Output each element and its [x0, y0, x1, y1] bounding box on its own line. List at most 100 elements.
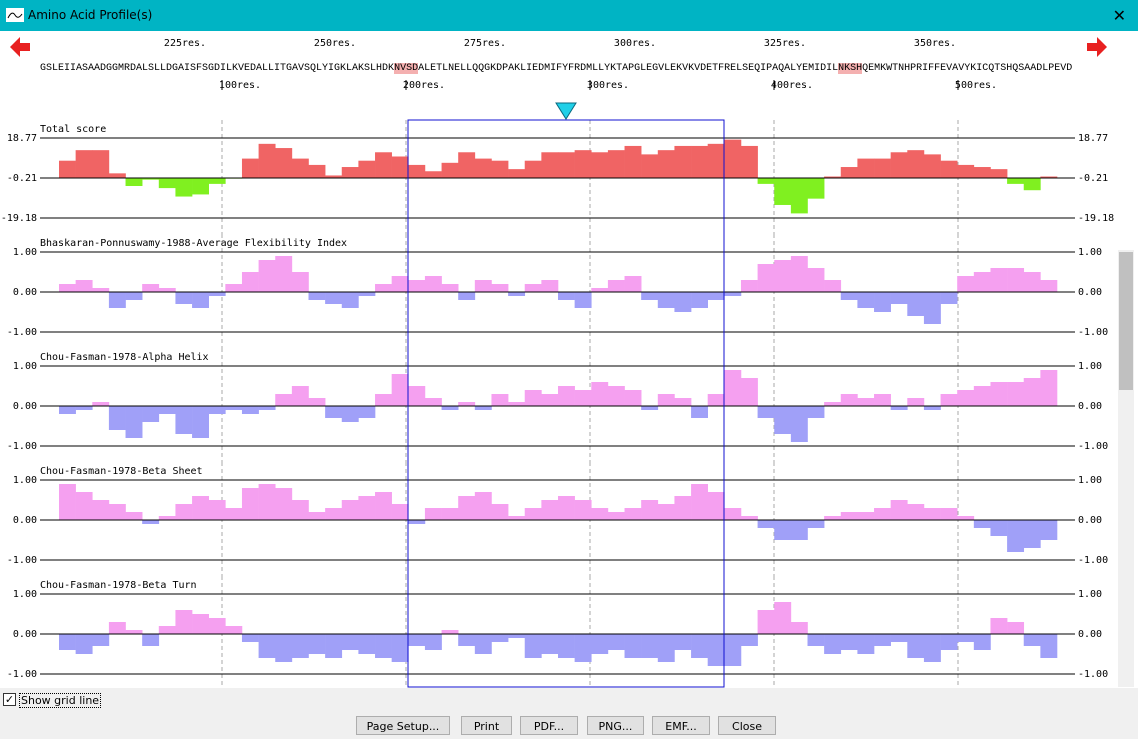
scroll-thumb[interactable]	[1119, 252, 1133, 390]
bar	[108, 504, 126, 520]
bar	[1023, 378, 1041, 406]
bar	[458, 402, 476, 406]
bar	[558, 152, 575, 178]
position-marker[interactable]	[555, 102, 577, 120]
bar	[740, 634, 758, 646]
chart-title: Chou-Fasman-1978-Beta Turn	[40, 580, 197, 591]
bar	[790, 520, 808, 540]
bar	[923, 154, 941, 178]
bar	[824, 634, 842, 654]
bar	[541, 634, 559, 654]
button[interactable]: Print	[461, 716, 512, 735]
button[interactable]: Page Setup...	[356, 716, 450, 735]
bar	[491, 504, 509, 520]
y-tick-label-right: 18.77	[1078, 133, 1108, 144]
button[interactable]: PDF...	[520, 716, 578, 735]
bar	[491, 160, 509, 178]
bar	[657, 150, 675, 178]
bar	[275, 488, 293, 520]
button[interactable]: Close	[718, 716, 776, 735]
bar	[707, 292, 725, 300]
bar	[907, 292, 925, 316]
bar	[940, 394, 958, 406]
bar	[674, 292, 692, 312]
bar	[790, 622, 808, 634]
bar	[59, 484, 76, 520]
button[interactable]: PNG...	[587, 716, 644, 735]
y-tick-label-right: 1.00	[1078, 475, 1102, 486]
residues: QEMKWTNHPRIFFEVAVYKICQTSHQSAADLPEVD	[862, 63, 1073, 74]
bar	[225, 626, 243, 634]
y-tick-label: 18.77	[7, 133, 37, 144]
bar	[358, 160, 376, 178]
bar	[241, 634, 259, 642]
top-ruler-label: 250res.	[314, 38, 356, 49]
bar	[92, 402, 110, 406]
bar	[923, 406, 941, 410]
bottom-ruler-label: 200res.	[403, 80, 445, 91]
bar	[208, 177, 226, 184]
y-tick-label-right: 1.00	[1078, 361, 1102, 372]
bar	[774, 406, 792, 434]
bar	[790, 406, 808, 442]
bar	[591, 634, 609, 654]
bar	[757, 610, 775, 634]
close-icon[interactable]: ✕	[1112, 6, 1126, 25]
bar	[458, 634, 476, 646]
y-tick-label-right: -1.00	[1078, 669, 1108, 680]
bar	[258, 143, 276, 178]
bar	[325, 292, 343, 304]
bar	[158, 177, 176, 189]
bar	[857, 158, 875, 178]
highlighted-residues: NVSD	[394, 63, 419, 74]
prev-arrow[interactable]	[10, 37, 30, 57]
bar	[840, 292, 858, 300]
bar	[92, 150, 110, 178]
bar	[607, 150, 625, 178]
bar	[774, 260, 792, 292]
chart-title: Chou-Fasman-1978-Alpha Helix	[40, 352, 209, 363]
bar	[142, 634, 160, 646]
bar	[491, 634, 509, 642]
bar	[108, 292, 126, 308]
bar	[192, 292, 209, 308]
bar	[923, 508, 941, 520]
bar	[774, 602, 792, 634]
bar	[874, 292, 891, 312]
y-tick-label: -1.00	[7, 441, 37, 452]
bar	[790, 177, 808, 214]
bar	[325, 508, 343, 520]
bar	[75, 406, 93, 410]
bar	[308, 292, 326, 300]
y-tick-label: 1.00	[13, 247, 37, 258]
bar	[125, 177, 143, 186]
y-tick-label-right: 0.00	[1078, 629, 1102, 640]
bar	[724, 370, 742, 406]
bar	[108, 622, 126, 634]
bar	[341, 167, 359, 178]
bar	[558, 292, 575, 300]
y-tick-label: -0.21	[7, 173, 37, 184]
y-tick-label-right: -0.21	[1078, 173, 1108, 184]
button[interactable]: EMF...	[652, 716, 710, 735]
bar	[524, 284, 542, 292]
bar	[508, 402, 526, 406]
bar	[541, 500, 559, 520]
bar	[424, 508, 442, 520]
bar	[574, 150, 592, 178]
checkbox-label[interactable]: Show grid line	[19, 693, 102, 708]
chart-title: Chou-Fasman-1978-Beta Sheet	[40, 466, 203, 477]
bar	[474, 280, 492, 292]
bar	[192, 177, 209, 195]
bar	[807, 177, 825, 199]
bar	[624, 276, 642, 292]
bar	[325, 175, 343, 178]
bar	[158, 406, 176, 414]
next-arrow[interactable]	[1087, 37, 1107, 57]
bar	[474, 406, 492, 410]
bar	[424, 398, 442, 406]
bar	[957, 634, 975, 642]
bar	[807, 634, 825, 646]
checkbox[interactable]: ✓	[3, 693, 16, 706]
y-tick-label-right: -19.18	[1078, 213, 1114, 224]
